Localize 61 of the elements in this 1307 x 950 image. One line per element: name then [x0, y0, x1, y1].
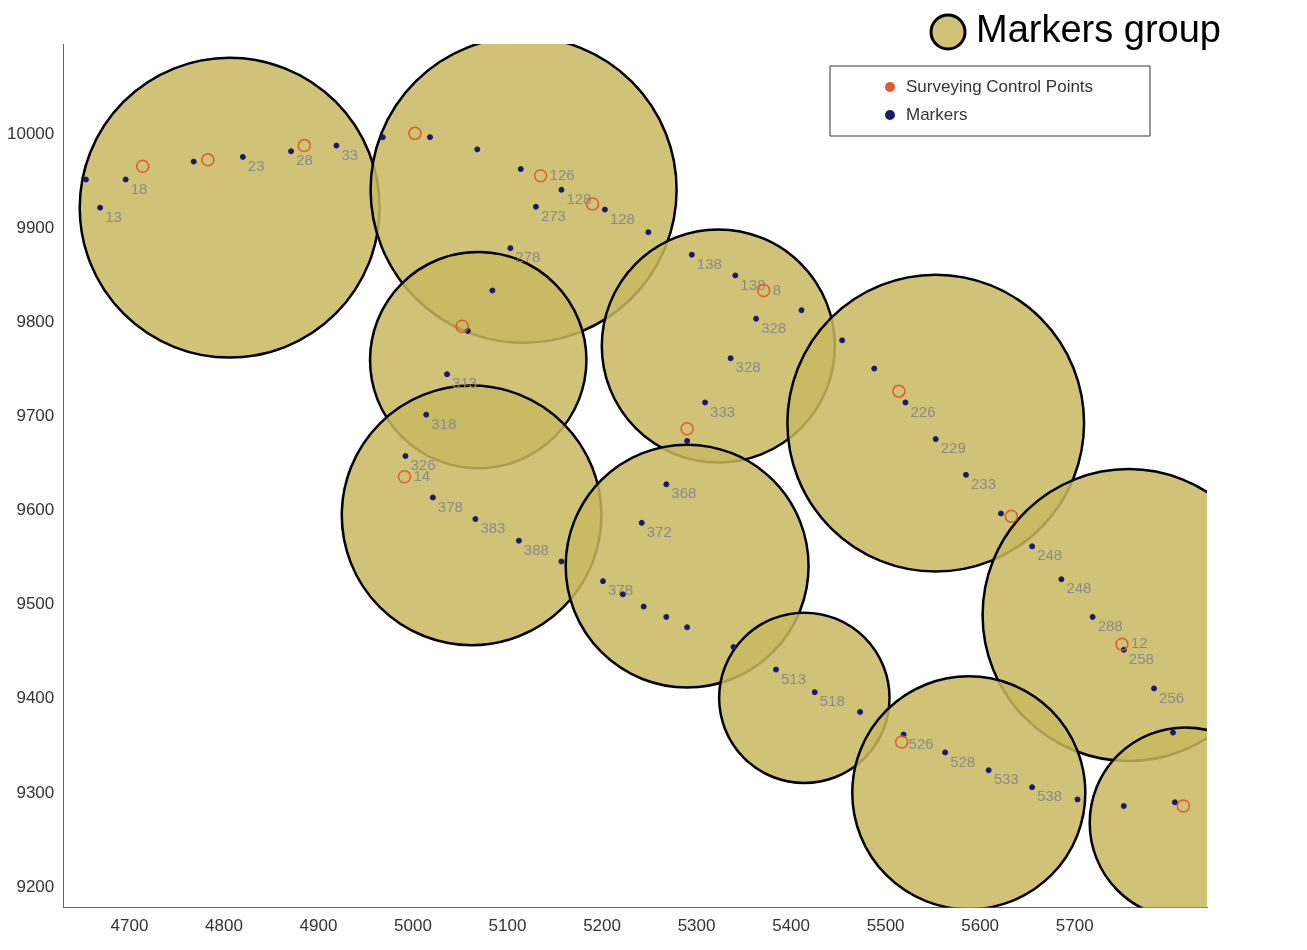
annotation: 256 — [1159, 688, 1185, 706]
y-tick-label: 9700 — [16, 406, 55, 426]
x-tick-label: 5500 — [866, 916, 905, 936]
annotation: 378 — [608, 581, 634, 599]
y-tick-label: 10000 — [6, 124, 55, 143]
x-tick-label: 5600 — [961, 916, 1000, 936]
annotation: 383 — [480, 519, 506, 537]
annotation: 28 — [296, 151, 313, 169]
x-tick-label: 5100 — [488, 916, 527, 936]
y-tick-label: 9200 — [16, 876, 55, 896]
y-tick-label: 9600 — [16, 500, 55, 520]
annotation: 12 — [1130, 634, 1148, 652]
annotation: 258 — [1128, 649, 1154, 667]
annotation: 138 — [740, 275, 766, 293]
annotation: 513 — [780, 669, 807, 687]
y-tick-label: 9400 — [16, 688, 55, 708]
annotation: 388 — [523, 540, 549, 558]
annotation: 526 — [908, 734, 934, 752]
y-tick-label: 9800 — [16, 312, 55, 332]
annotation: 378 — [437, 497, 463, 515]
annotation: 13 — [105, 207, 122, 225]
x-tick-label: 5200 — [583, 916, 621, 936]
annotation: 278 — [515, 248, 541, 266]
x-tick-label: 4900 — [299, 916, 338, 936]
x-tick-label: 5400 — [772, 916, 811, 936]
annotation: 538 — [1037, 787, 1063, 805]
annotation: 518 — [819, 692, 845, 710]
annotation: 128 — [566, 189, 592, 207]
legend-label: Markers — [906, 104, 968, 124]
annotation: 328 — [735, 358, 761, 376]
annotation: 328 — [761, 318, 787, 336]
annotation: 226 — [910, 402, 936, 420]
annotation: 23 — [247, 157, 265, 175]
annotation: 368 — [671, 484, 697, 502]
annotation: 33 — [341, 145, 359, 163]
x-tick-label: 5300 — [677, 916, 716, 936]
annotation: 248 — [1066, 579, 1092, 597]
x-tick-label: 5000 — [394, 916, 432, 936]
annotation: 318 — [431, 414, 457, 432]
legend-label: Surveying Control Points — [906, 76, 1094, 96]
x-tick-label: 4800 — [205, 916, 243, 936]
annotation: 229 — [940, 439, 966, 457]
annotation: 18 — [130, 179, 148, 197]
annotation: 233 — [970, 475, 996, 492]
annotation: 533 — [993, 770, 1019, 788]
annotation: 288 — [1097, 617, 1123, 635]
y-tick-label: 9900 — [16, 218, 55, 238]
x-tick-label: 4700 — [110, 916, 149, 936]
annotation: 128 — [609, 209, 635, 227]
annotation: 333 — [710, 402, 736, 420]
legend-label: Markers group — [976, 8, 1222, 51]
annotation: 248 — [1037, 546, 1063, 564]
annotation: 528 — [950, 752, 976, 770]
x-tick-label: 5700 — [1055, 916, 1094, 936]
annotation: 126 — [549, 165, 575, 183]
y-tick-label: 9300 — [16, 782, 55, 802]
annotation: 138 — [696, 254, 722, 272]
annotation: 372 — [646, 522, 672, 540]
annotation: 8 — [772, 280, 782, 298]
annotation: 273 — [540, 206, 566, 224]
y-tick-label: 9500 — [16, 594, 55, 614]
